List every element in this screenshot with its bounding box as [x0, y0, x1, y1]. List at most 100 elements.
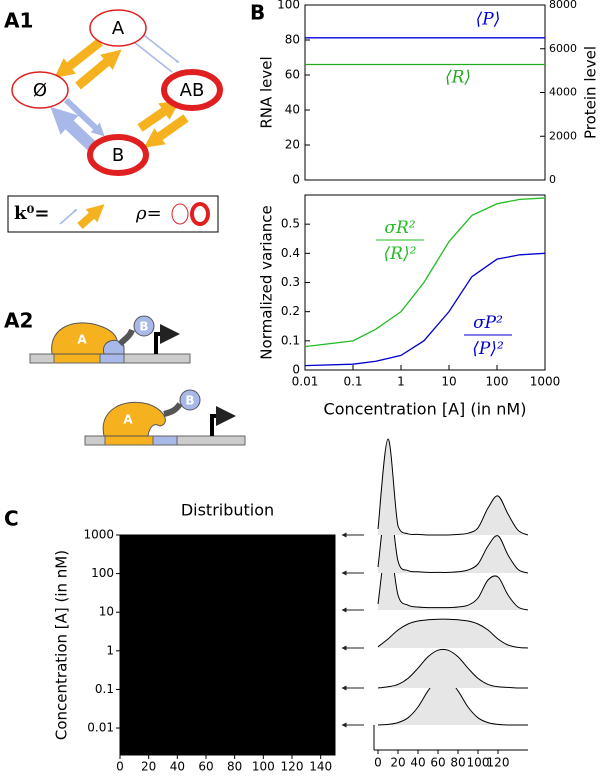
heatmap-cell	[327, 592, 335, 633]
heatmap-cell	[313, 670, 329, 710]
ridge-line	[377, 537, 529, 611]
series-label: ⟨R⟩	[445, 68, 471, 88]
x-tick-label: 100	[467, 756, 490, 770]
y-tick-label: 100	[91, 566, 114, 580]
heatmap-cell	[227, 670, 243, 710]
x-tick-label: 0.1	[343, 375, 362, 389]
ridge-area	[378, 438, 528, 535]
heatmap-cell	[327, 631, 335, 671]
x-tick-label: 1000	[530, 375, 561, 389]
y-tick-label: 0.5	[281, 217, 300, 231]
y-tick-label: 60	[285, 68, 300, 82]
heatmap-cell	[284, 631, 300, 671]
y-tick-label: 10	[99, 605, 114, 619]
y2-axis-label: Protein level	[582, 46, 600, 139]
ridge-area	[378, 494, 528, 573]
heatmap-cell	[313, 592, 329, 633]
panel-label: C	[4, 507, 19, 531]
heatmap-cell	[213, 670, 228, 710]
ridge-line	[377, 618, 529, 649]
x-tick-label: 1	[397, 375, 405, 389]
heatmap-cell	[270, 631, 286, 671]
heatmap-cell	[256, 592, 271, 633]
node-label: B	[112, 145, 124, 166]
heatmap-cell	[213, 535, 228, 555]
heatmap-cell	[256, 554, 271, 594]
heatmap-cell	[141, 670, 157, 710]
plot-frame	[119, 534, 336, 756]
heatmap-cell	[256, 708, 271, 755]
x-tick-label: 0	[374, 756, 382, 770]
x-tick-label: 20	[141, 760, 156, 774]
protein-label: B	[185, 394, 194, 408]
x-tick-label: 120	[487, 756, 510, 770]
series-label-part: ⟨R⟩²	[384, 244, 417, 264]
heatmap-cell	[120, 708, 128, 755]
heatmap-cell	[313, 535, 329, 555]
heatmap-cell	[170, 592, 185, 633]
heatmap-cell	[227, 708, 243, 755]
heatmap-cell	[284, 535, 300, 555]
heatmap-cell	[198, 670, 214, 710]
ridge-area	[378, 677, 528, 725]
y-tick-label: 0.3	[281, 275, 300, 289]
plot-frame	[304, 194, 546, 371]
legend-label: ρ=	[135, 203, 162, 224]
ridge-line	[377, 648, 528, 689]
heatmap-cell	[127, 592, 142, 633]
x-tick-label: 120	[281, 760, 304, 774]
heatmap-cell	[155, 535, 171, 555]
x-tick-label: 80	[227, 760, 242, 774]
heatmap-cell	[198, 554, 214, 594]
series-line	[304, 197, 546, 348]
heatmap-cell	[213, 631, 228, 671]
y2-tick-label: 2000	[549, 129, 577, 142]
heatmap-cell	[327, 670, 335, 710]
y2-tick-label: 4000	[549, 86, 577, 99]
x-tick-label: 140	[309, 760, 332, 774]
heatmap-cell	[270, 554, 286, 594]
heatmap-cell	[127, 535, 142, 555]
ridge-area	[378, 619, 528, 648]
heatmap-cell	[284, 554, 300, 594]
heatmap-cell	[227, 592, 243, 633]
protein-label: B	[139, 320, 148, 334]
heatmap-cell	[227, 554, 243, 594]
series-label: σP² ⟨P⟩²	[472, 313, 504, 359]
heatmap-cell	[184, 554, 200, 594]
heatmap-cell	[284, 592, 300, 633]
heatmap-cell	[141, 592, 157, 633]
heatmap-cell	[155, 554, 171, 594]
heatmap-cell	[120, 535, 128, 555]
node-label: AB	[180, 80, 205, 101]
heatmap-cell	[198, 631, 214, 671]
heatmap-cell	[155, 708, 171, 755]
heatmap-cell	[127, 670, 142, 710]
heatmap-cell	[120, 631, 128, 671]
heatmap-cell	[241, 592, 257, 633]
heatmap-cell	[327, 554, 335, 594]
y-tick-label: 1	[106, 643, 114, 657]
heatmap-cell	[184, 535, 200, 555]
x-tick-label: 100	[252, 760, 275, 774]
panel-label: B	[250, 1, 265, 25]
x-tick-label: 80	[450, 756, 465, 770]
heatmap-cell	[327, 535, 335, 555]
y-tick-label: 40	[285, 103, 300, 117]
ridge-line	[377, 438, 529, 536]
y-tick-label: 100	[277, 0, 300, 12]
heatmap-cell	[170, 554, 185, 594]
y-tick-label: 0.01	[87, 721, 114, 735]
x-tick-label: 40	[410, 756, 425, 770]
plot-frame	[304, 4, 546, 181]
heatmap-cell	[170, 535, 185, 555]
y-tick-label: 1000	[83, 528, 114, 542]
y-tick-label: 0.2	[281, 304, 300, 318]
heatmap-cell	[313, 708, 329, 755]
heatmap-cell	[227, 535, 243, 555]
node-label: Ø	[33, 80, 47, 101]
heatmap-cell	[270, 670, 286, 710]
heatmap-cell	[299, 535, 314, 555]
heatmap-cell	[299, 670, 314, 710]
